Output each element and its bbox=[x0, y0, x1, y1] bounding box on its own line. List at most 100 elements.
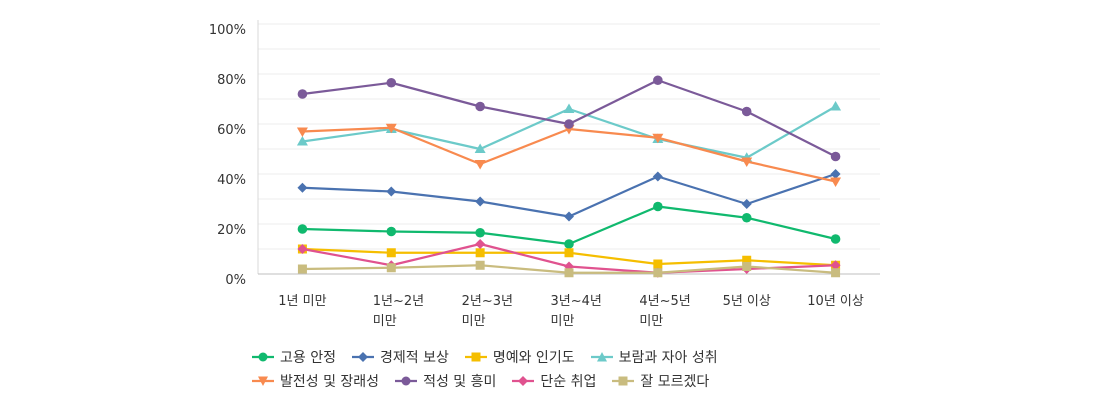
y-tick-label: 40% bbox=[217, 173, 246, 188]
data-point bbox=[830, 234, 841, 244]
data-point bbox=[386, 186, 397, 197]
legend-item-myeongye[interactable]: 명예와 인기도 bbox=[464, 347, 575, 367]
legend-label: 단순 취업 bbox=[540, 374, 597, 390]
legend-label: 잘 모르겠다 bbox=[640, 374, 710, 390]
x-tick-label-line: 3년~4년 bbox=[551, 294, 602, 309]
x-tick-label: 5년 이상 bbox=[723, 294, 771, 309]
legend: 고용 안정 경제적 보상 명예와 인기도 보람과 자아 성취 발전성 및 장래성… bbox=[252, 345, 852, 393]
series-line bbox=[302, 79, 837, 158]
data-point bbox=[653, 75, 663, 86]
data-point bbox=[475, 239, 486, 249]
data-point bbox=[297, 182, 308, 193]
data-point bbox=[296, 127, 308, 137]
y-tick-label: 100% bbox=[209, 23, 246, 38]
legend-item-dansun[interactable]: 단순 취업 bbox=[512, 371, 596, 391]
data-point bbox=[297, 244, 308, 254]
data-point bbox=[741, 157, 753, 167]
series-group bbox=[296, 75, 842, 278]
data-point bbox=[652, 171, 663, 182]
legend-diamond-marker-icon bbox=[512, 376, 535, 386]
data-point bbox=[296, 136, 308, 146]
legend-triangle-down-marker-icon bbox=[252, 376, 274, 386]
legend-item-jeokseong[interactable]: 적성 및 흥미 bbox=[395, 371, 496, 391]
data-point bbox=[475, 101, 485, 112]
data-point bbox=[831, 268, 841, 278]
data-point bbox=[475, 227, 485, 238]
data-point bbox=[563, 103, 575, 113]
data-point bbox=[564, 268, 574, 278]
data-point bbox=[830, 101, 842, 111]
legend-circle-marker-icon bbox=[252, 352, 274, 362]
legend-item-gyeongje[interactable]: 경제적 보상 bbox=[351, 347, 449, 367]
legend-label: 발전성 및 장래성 bbox=[280, 374, 380, 390]
legend-label: 적성 및 흥미 bbox=[423, 374, 497, 390]
x-tick-label: 1년 미만 bbox=[278, 294, 326, 309]
legend-item-jalmoreu[interactable]: 잘 모르겠다 bbox=[612, 371, 709, 391]
data-point bbox=[741, 212, 752, 223]
y-axis-ticks: 0% 20% 40% 60% 80% 100% bbox=[209, 23, 246, 288]
x-tick-label-line: 미만 bbox=[373, 314, 397, 329]
data-point bbox=[475, 196, 486, 207]
data-point bbox=[830, 151, 841, 162]
legend-circle-marker-icon bbox=[395, 376, 418, 386]
data-point bbox=[830, 177, 842, 187]
x-tick-label: 10년 이상 bbox=[807, 294, 864, 309]
series-4 bbox=[296, 123, 842, 187]
y-tick-label: 20% bbox=[217, 223, 246, 238]
data-point bbox=[653, 259, 663, 269]
legend-square-marker-icon bbox=[464, 352, 487, 362]
x-tick-label-line: 2년~3년 bbox=[462, 294, 513, 309]
legend-item-goyong[interactable]: 고용 안정 bbox=[252, 347, 336, 367]
data-point bbox=[564, 211, 574, 222]
legend-label: 명예와 인기도 bbox=[492, 350, 575, 366]
data-point bbox=[830, 169, 841, 179]
y-tick-label: 80% bbox=[217, 73, 246, 88]
x-tick-label-line: 1년~2년 bbox=[373, 294, 424, 309]
legend-diamond-marker-icon bbox=[351, 352, 374, 362]
x-tick-label: 4년~5년 미만 bbox=[639, 294, 690, 329]
legend-row-2: 발전성 및 장래성 적성 및 흥미 단순 취업 잘 모르겠다 bbox=[252, 369, 852, 393]
legend-square-marker-icon bbox=[612, 376, 635, 386]
x-tick-label-line: 미만 bbox=[639, 314, 663, 329]
y-tick-label: 60% bbox=[217, 123, 246, 138]
data-point bbox=[297, 224, 308, 234]
legend-triangle-up-marker-icon bbox=[590, 352, 613, 362]
legend-label: 경제적 보상 bbox=[379, 350, 449, 366]
data-point bbox=[742, 255, 752, 265]
data-point bbox=[564, 248, 574, 258]
series-line bbox=[302, 172, 836, 218]
data-point bbox=[564, 239, 574, 249]
data-point bbox=[385, 123, 397, 134]
series-0 bbox=[297, 201, 841, 249]
data-point bbox=[386, 77, 397, 88]
series-7 bbox=[297, 260, 841, 278]
data-point bbox=[297, 89, 308, 99]
data-point bbox=[830, 260, 841, 271]
data-point bbox=[386, 226, 397, 237]
series-5 bbox=[297, 75, 841, 162]
data-point bbox=[475, 248, 485, 258]
data-point bbox=[653, 201, 663, 212]
data-point bbox=[653, 268, 663, 278]
data-point bbox=[741, 106, 752, 117]
legend-label: 고용 안정 bbox=[280, 350, 336, 366]
data-point bbox=[297, 264, 307, 274]
series-line bbox=[302, 126, 836, 183]
y-tick-label: 0% bbox=[225, 273, 246, 288]
data-point bbox=[474, 143, 486, 153]
legend-item-boram[interactable]: 보람과 자아 성취 bbox=[590, 347, 718, 367]
legend-item-baljeon[interactable]: 발전성 및 장래성 bbox=[252, 371, 379, 391]
data-point bbox=[742, 262, 752, 271]
data-point bbox=[652, 133, 664, 144]
data-point bbox=[564, 119, 574, 129]
axes bbox=[257, 20, 880, 275]
x-tick-label-line: 미만 bbox=[462, 314, 486, 329]
legend-label: 보람과 자아 성취 bbox=[618, 350, 718, 366]
series-1 bbox=[297, 169, 841, 222]
data-point bbox=[475, 260, 485, 270]
data-point bbox=[386, 263, 396, 273]
data-point bbox=[474, 160, 486, 170]
